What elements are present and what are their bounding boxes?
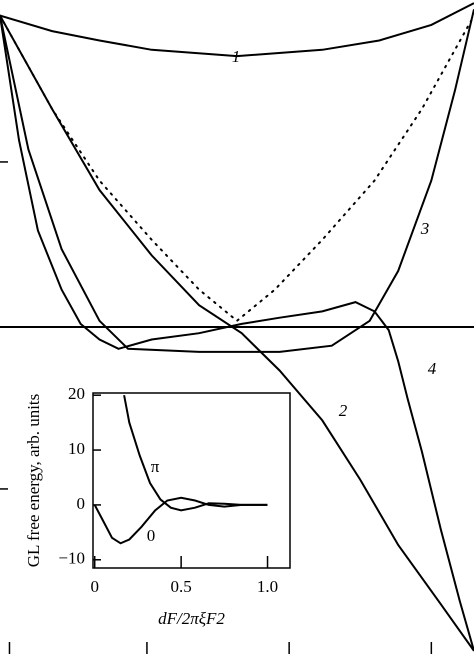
curve-label: π [151,457,160,476]
x-tick-label: 0 [90,577,99,596]
curve [0,14,474,323]
y-tick-label: 0 [77,494,86,513]
x-tick-label: 0.5 [171,577,192,596]
curve-label: 2 [339,401,348,420]
curve-label: 3 [420,219,430,238]
inset-frame [92,392,291,569]
y-tick-label: 20 [68,384,85,403]
curve-label: 4 [428,359,437,378]
curve [0,15,474,652]
y-tick-label: 10 [68,439,85,458]
y-tick-label: −10 [58,549,85,568]
curve [123,395,268,512]
curve [93,496,268,545]
x-axis-label: dF/2πξF2 [158,609,225,628]
y-axis-label: GL free energy, arb. units [24,394,43,568]
curve [0,2,474,58]
x-tick-label: 1.0 [257,577,278,596]
curve-label: 0 [147,526,156,545]
curve [0,9,474,353]
curve-label: 1 [232,47,241,66]
